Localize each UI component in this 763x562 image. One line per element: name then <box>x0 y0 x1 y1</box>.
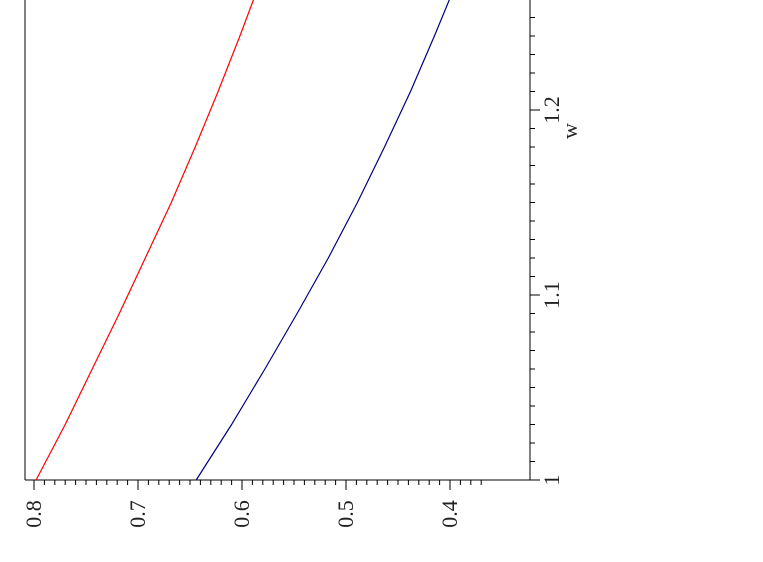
y-tick-label: 0.4 <box>437 500 462 528</box>
series-line-2 <box>195 0 450 481</box>
w-tick-label: 1 <box>539 475 564 486</box>
y-tick-label: 0.8 <box>21 500 46 528</box>
w-tick-label: 1.2 <box>539 96 564 124</box>
ticks <box>33 17 540 490</box>
series-layer <box>35 0 450 481</box>
y-tick-label: 0.6 <box>229 500 254 528</box>
y-tick-label: 0.5 <box>333 500 358 528</box>
series-line-1 <box>35 0 255 481</box>
w-tick-label: 1.1 <box>539 281 564 309</box>
x-axis-title: w <box>557 123 582 139</box>
y-tick-label: 0.7 <box>125 500 150 528</box>
labels: 1 1.1 1.2 0.8 0.7 0.6 0.5 0.4 <box>21 96 564 528</box>
